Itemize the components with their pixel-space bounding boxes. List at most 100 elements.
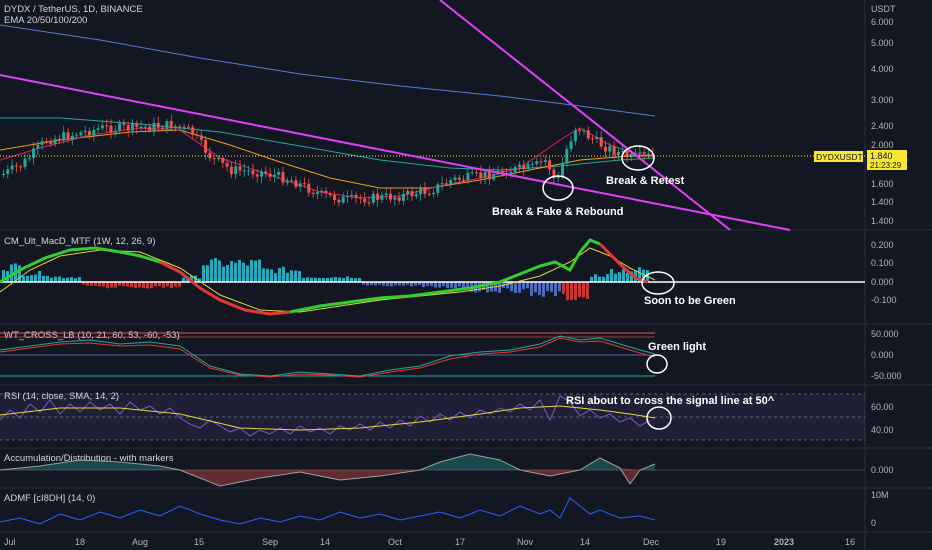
ad-title[interactable]: Accumulation/Distribution - with markers (4, 453, 174, 464)
candle-body (208, 152, 212, 159)
candle-body (569, 141, 573, 150)
macd-hist-bar (66, 277, 69, 282)
candle-body (70, 135, 74, 140)
time-label: 18 (75, 537, 85, 547)
macd-hist-bar (334, 276, 337, 282)
macd-hist-bar (266, 268, 269, 282)
annotation-circle-retest[interactable] (621, 145, 655, 171)
candle-body (487, 171, 491, 180)
time-label: Aug (132, 537, 148, 547)
candle-body (255, 174, 259, 177)
time-label: Oct (388, 537, 403, 547)
candle-body (539, 161, 543, 163)
macd-hist-bar (26, 275, 29, 282)
candle-body (79, 132, 83, 136)
candle-body (2, 173, 5, 175)
candle-body (444, 183, 448, 185)
macd-hist-bar (558, 282, 561, 292)
candle-body (53, 138, 57, 144)
candle-body (500, 170, 504, 174)
candle-body (191, 127, 195, 135)
time-label: Jul (4, 537, 16, 547)
candle-body (440, 183, 444, 185)
candle-body (135, 122, 139, 128)
candle-body (436, 184, 440, 193)
macd-hist-bar (98, 282, 101, 287)
wt-line-green (0, 335, 656, 377)
accumulation-distribution-pane[interactable]: Accumulation/Distribution - with markers… (0, 453, 894, 487)
macd-hist-bar (486, 282, 489, 293)
candle-body (131, 122, 134, 131)
macd-hist-bar (110, 282, 113, 288)
macd-hist-bar (338, 277, 341, 282)
macd-hist-bar (22, 275, 25, 282)
price-pane[interactable]: Break & Retest Break & Fake & Rebound DY… (0, 0, 865, 231)
macd-hist-bar (106, 282, 109, 289)
candle-body (543, 160, 547, 163)
trendline-long[interactable] (0, 74, 791, 231)
candle-body (479, 172, 483, 178)
candle-body (139, 126, 143, 128)
wt-title[interactable]: WT_CROSS_LB (10, 21, 60, 53, -60, -53) (4, 330, 180, 341)
candle-body (591, 138, 595, 140)
rsi-tick: 40.00 (871, 425, 894, 435)
candle-body (513, 167, 517, 172)
candle-body (169, 121, 173, 129)
macd-hist-bar (142, 282, 145, 288)
admf-pane[interactable]: ADMF [cI8DH] (14, 0) 10M 0 (0, 490, 889, 528)
wt-cross-pane[interactable]: WT_CROSS_LB (10, 21, 60, 53, -60, -53) G… (0, 329, 902, 381)
macd-hist-bar (530, 282, 533, 296)
candle-body (599, 137, 603, 147)
macd-hist-bar (598, 276, 601, 282)
candle-body (333, 195, 337, 201)
candle-body (165, 121, 169, 129)
time-axis[interactable]: Jul 18 Aug 15 Sep 14 Oct 17 Nov 14 Dec 1… (4, 537, 855, 547)
candle-body (483, 171, 487, 178)
macd-hist-bar (418, 282, 421, 285)
last-price-value: 1.840 (870, 151, 893, 161)
trendline-steep[interactable] (439, 0, 731, 231)
macd-tick: 0.000 (871, 277, 894, 287)
annotation-circle-fake[interactable] (542, 175, 574, 201)
macd-hist-bar (158, 282, 161, 287)
macd-hist-bar (522, 282, 525, 290)
candle-body (642, 152, 646, 155)
rsi-title[interactable]: RSI (14, close, SMA, 14, 2) (4, 391, 119, 402)
macd-hist-bar (90, 282, 93, 286)
annotation-circle-wt[interactable] (646, 354, 668, 374)
price-axis[interactable]: USDT 6.000 5.000 4.000 3.000 2.400 2.000… (814, 4, 907, 226)
candle-body (621, 151, 625, 153)
macd-hist-bar (350, 277, 353, 282)
admf-title[interactable]: ADMF [cI8DH] (14, 0) (4, 493, 95, 504)
annotation-circle-rsi[interactable] (646, 406, 672, 430)
candle-body (492, 174, 496, 180)
macd-hist-bar (390, 282, 393, 287)
macd-hist-bar (562, 282, 565, 294)
rsi-pane[interactable]: RSI (14, close, SMA, 14, 2) RSI about to… (0, 391, 894, 441)
candle-body (363, 198, 367, 203)
candle-body (582, 130, 586, 132)
macd-hist-bar (198, 278, 201, 282)
symbol-tag (814, 151, 863, 162)
indicator-ema-title[interactable]: EMA 20/50/100/200 (4, 15, 87, 26)
macd-hist-bar (230, 261, 233, 282)
macd-hist-bar (298, 270, 301, 282)
candle-body (414, 194, 418, 197)
macd-hist-bar (606, 273, 609, 282)
macd-title[interactable]: CM_Ult_MacD_MTF (1W, 12, 26, 9) (4, 236, 156, 247)
candle-body (217, 158, 220, 160)
macd-hist-bar (250, 259, 253, 282)
macd-hist-bar (498, 282, 501, 293)
symbol-title[interactable]: DYDX / TetherUS, 1D, BINANCE (4, 4, 143, 15)
annotation-soon-green: Soon to be Green (644, 295, 736, 307)
macd-tick: 0.100 (871, 258, 894, 268)
candle-body (156, 122, 160, 128)
macd-hist-bar (182, 277, 185, 282)
annotation-circle-macd[interactable] (641, 271, 675, 295)
macd-line-green-2 (289, 238, 601, 314)
time-label: 14 (580, 537, 590, 547)
macd-pane[interactable]: CM_Ult_MacD_MTF (1W, 12, 26, 9) Soon to … (0, 236, 897, 316)
time-label: 17 (455, 537, 465, 547)
candle-body (376, 193, 380, 200)
